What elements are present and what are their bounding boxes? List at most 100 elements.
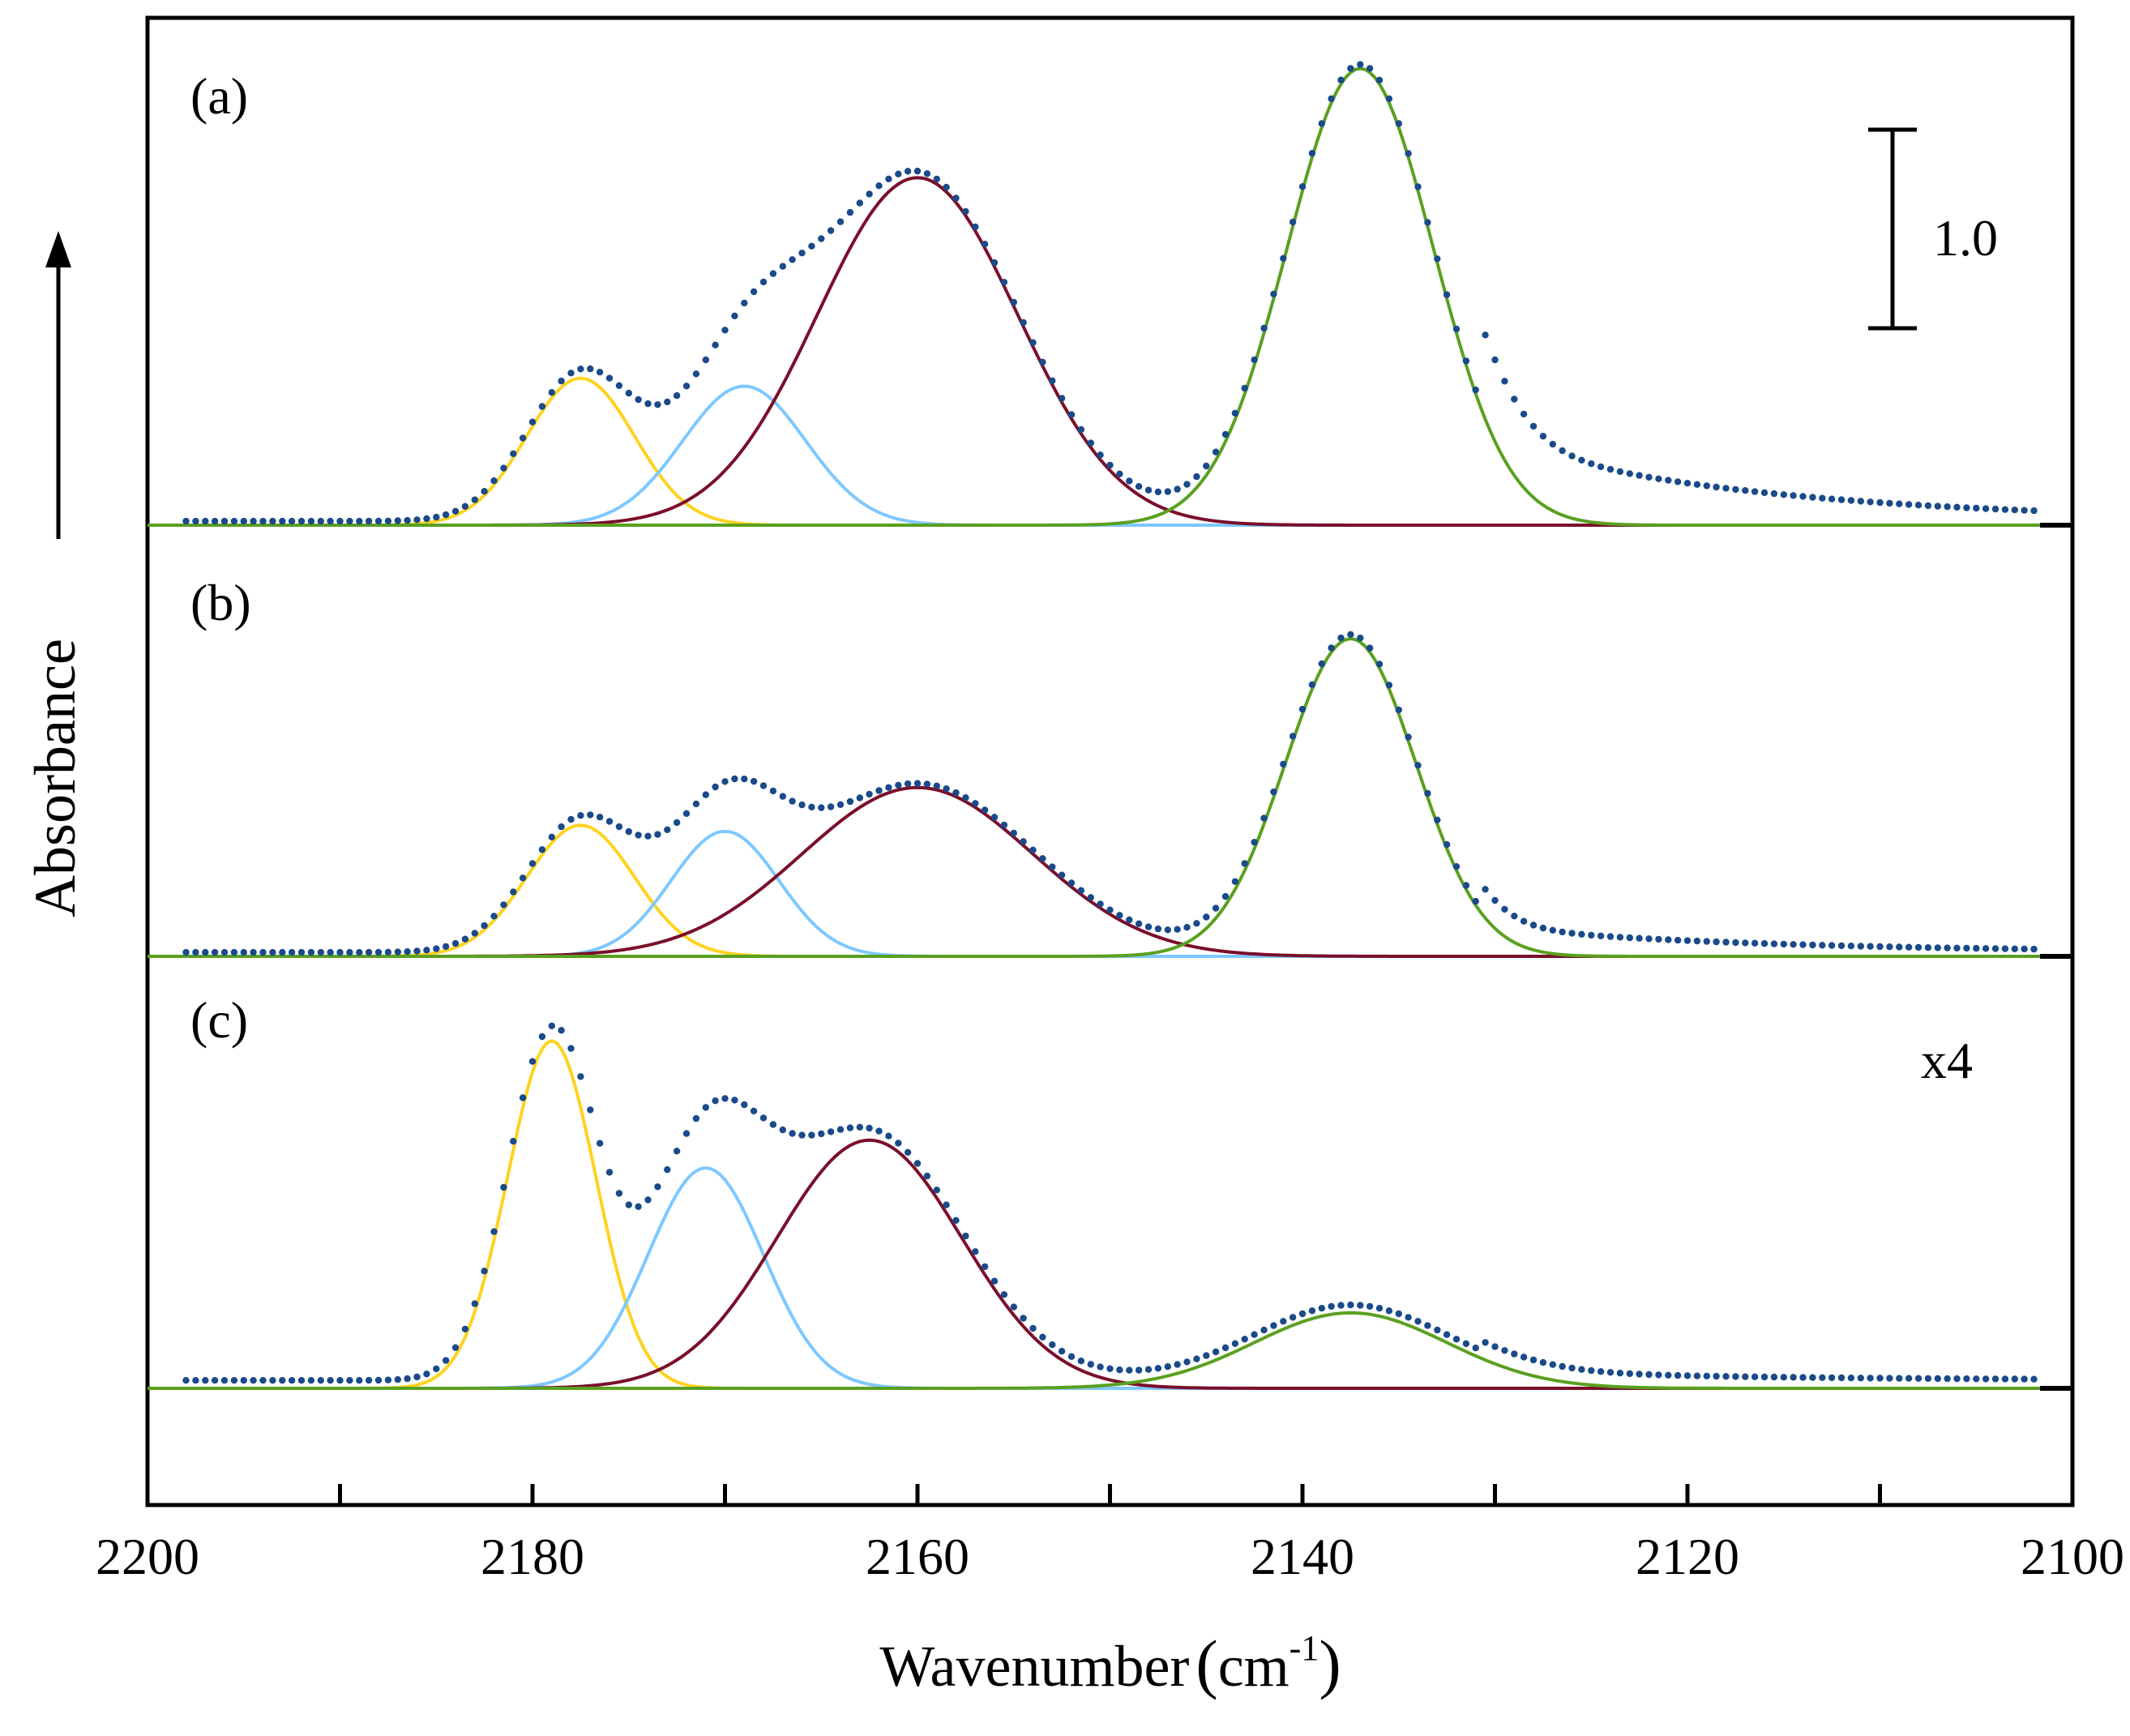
data-point [490, 477, 498, 485]
data-point [1790, 941, 1797, 948]
data-point [567, 1045, 575, 1052]
data-point [1809, 494, 1816, 501]
data-point [1039, 855, 1046, 862]
data-point [981, 806, 989, 814]
data-point [712, 783, 719, 791]
data-point [1260, 1326, 1268, 1334]
data-point [548, 389, 555, 396]
data-point [1144, 923, 1153, 930]
data-point [827, 227, 835, 234]
data-point [779, 793, 786, 800]
data-point [1953, 944, 1961, 952]
data-point [789, 797, 796, 805]
data-point [692, 800, 700, 808]
data-point [1203, 913, 1210, 921]
data-point [1298, 705, 1307, 713]
data-point [288, 1377, 296, 1384]
data-point [259, 1377, 267, 1384]
data-point [1405, 150, 1412, 157]
data-point [500, 1183, 507, 1191]
data-point [1606, 465, 1615, 473]
data-point [836, 1126, 845, 1133]
fit-curve-peak-b [148, 829, 2072, 958]
data-point [567, 815, 575, 823]
data-point [731, 1097, 738, 1104]
data-point [220, 517, 229, 525]
data-point [1251, 356, 1258, 364]
data-point [875, 1127, 883, 1135]
data-point [2001, 506, 2009, 513]
data-point [1568, 1364, 1576, 1372]
data-point [394, 948, 401, 956]
data-point [587, 811, 594, 819]
data-point [384, 948, 392, 956]
data-point [1144, 486, 1153, 494]
data-point [1905, 1375, 1913, 1382]
data-point [1713, 483, 1720, 491]
data-point [288, 948, 296, 956]
data-point [1260, 815, 1268, 822]
data-point [528, 418, 537, 425]
data-point [1087, 439, 1095, 447]
data-point [384, 1376, 392, 1383]
data-point [1443, 840, 1451, 849]
data-point [461, 502, 469, 510]
data-point [962, 207, 969, 216]
data-point [336, 1377, 344, 1384]
data-point [1280, 1318, 1287, 1325]
data-points [182, 631, 2038, 956]
data-points [182, 1022, 2038, 1384]
data-point [952, 1216, 960, 1225]
data-point [519, 434, 527, 442]
data-point [1357, 61, 1364, 68]
data-point [1973, 944, 1980, 952]
data-point [741, 299, 748, 307]
data-point [1896, 1375, 1903, 1382]
data-point [1077, 1358, 1085, 1365]
data-point [433, 1365, 440, 1373]
fit-curve-peak-a [148, 823, 2072, 958]
data-point [250, 517, 257, 525]
data-point [1982, 505, 1990, 512]
data-point [1289, 218, 1297, 226]
data-point [1116, 470, 1123, 477]
data-point [1645, 935, 1653, 943]
data-point [1511, 913, 1518, 920]
data-point [1039, 1333, 1046, 1341]
data-point [1597, 463, 1605, 471]
x-tick-label: 2100 [2021, 1528, 2124, 1585]
data-point [230, 1377, 238, 1384]
data-point [1097, 1363, 1104, 1370]
data-point [1636, 934, 1643, 942]
data-point [288, 517, 296, 525]
data-point [374, 1376, 383, 1384]
data-point [972, 800, 979, 807]
data-point [1087, 1361, 1095, 1368]
data-point [1529, 1356, 1538, 1364]
data-point [1424, 1322, 1431, 1329]
data-point [259, 517, 267, 525]
data-point [1876, 498, 1884, 507]
data-point [1298, 1310, 1307, 1318]
data-point [279, 517, 286, 525]
data-point [1809, 1374, 1816, 1381]
data-point [1049, 377, 1056, 384]
data-point [1405, 1314, 1412, 1321]
data-point [2021, 945, 2028, 953]
data-point [904, 780, 912, 788]
data-point [1328, 95, 1335, 103]
data-point [481, 488, 488, 495]
data-point [750, 777, 758, 785]
data-point [220, 1377, 229, 1384]
data-point [605, 374, 614, 382]
data-point [1000, 279, 1008, 286]
data-point [327, 517, 334, 525]
data-point [1280, 760, 1287, 768]
data-point [1087, 894, 1095, 901]
data-point [846, 1124, 854, 1131]
data-point [1559, 928, 1566, 936]
data-point [2001, 945, 2009, 952]
data-point [1953, 503, 1961, 511]
data-point [1405, 733, 1412, 741]
data-point [1357, 635, 1364, 642]
